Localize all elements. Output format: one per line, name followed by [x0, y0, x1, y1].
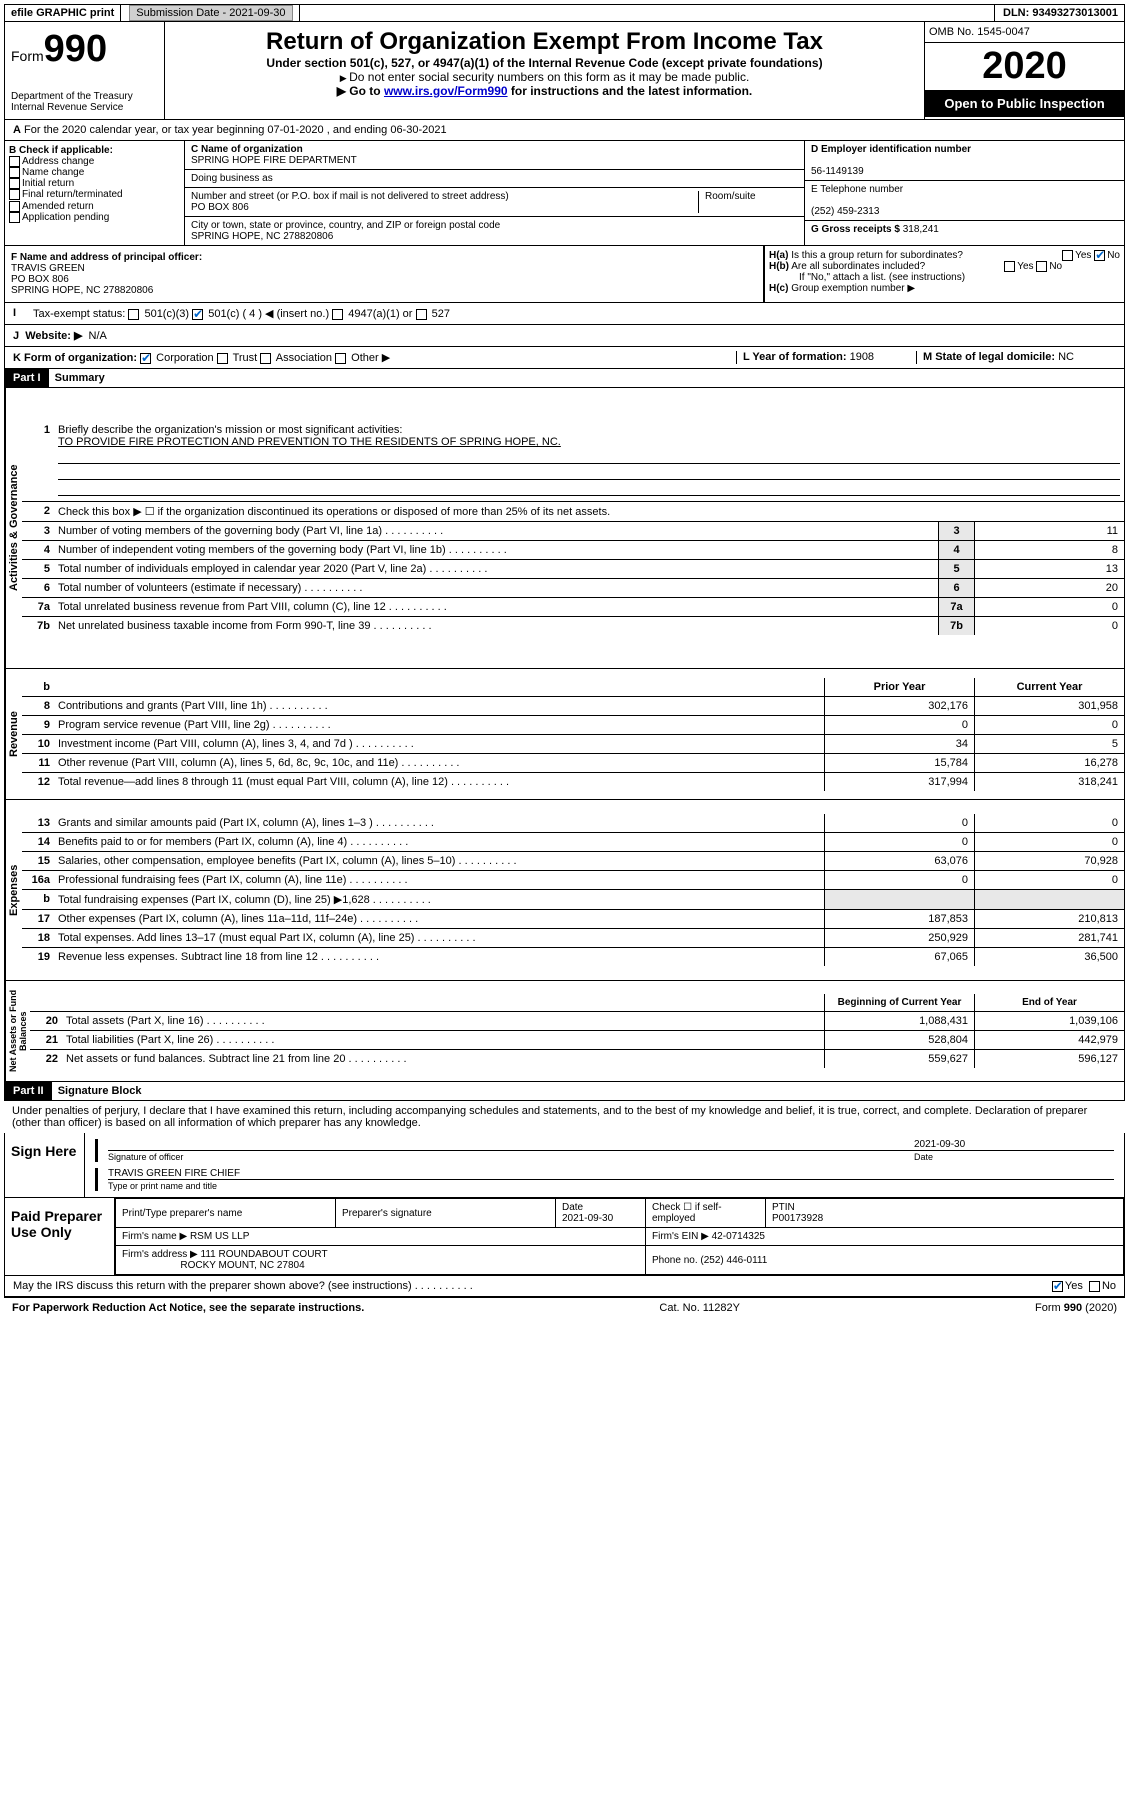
revenue-lines: b Prior Year Current Year 8 Contribution… [22, 678, 1124, 791]
line-19: 19 Revenue less expenses. Subtract line … [22, 948, 1124, 966]
form-header: Form990 Department of the Treasury Inter… [4, 22, 1125, 120]
cb-amended[interactable]: Amended return [9, 201, 180, 212]
street-row: Number and street (or P.O. box if mail i… [185, 188, 804, 217]
form-title: Return of Organization Exempt From Incom… [171, 28, 918, 56]
revenue-block: Revenue b Prior Year Current Year 8 Cont… [4, 669, 1125, 800]
expenses-block: Expenses 13 Grants and similar amounts p… [4, 800, 1125, 981]
spacer [302, 5, 995, 21]
city-row: City or town, state or province, country… [185, 217, 804, 245]
footer-left: For Paperwork Reduction Act Notice, see … [12, 1302, 364, 1314]
vert-governance: Activities & Governance [5, 388, 22, 668]
vert-expenses: Expenses [5, 800, 22, 980]
open-public-badge: Open to Public Inspection [925, 90, 1124, 117]
section-l: L Year of formation: 1908 [736, 351, 916, 364]
period-line: A For the 2020 calendar year, or tax yea… [4, 120, 1125, 141]
line-15: 15 Salaries, other compensation, employe… [22, 852, 1124, 871]
line-20: 20 Total assets (Part X, line 16) 1,088,… [30, 1012, 1124, 1031]
submission-date-button[interactable]: Submission Date - 2021-09-30 [129, 5, 292, 21]
topbar: efile GRAPHIC print Submission Date - 20… [4, 4, 1125, 22]
preparer-block: Paid Preparer Use Only Print/Type prepar… [4, 1198, 1125, 1276]
section-k: K Form of organization: Corporation Trus… [13, 351, 736, 364]
header-left: Form990 Department of the Treasury Inter… [5, 22, 165, 119]
line-18: 18 Total expenses. Add lines 13–17 (must… [22, 929, 1124, 948]
line-9: 9 Program service revenue (Part VIII, li… [22, 716, 1124, 735]
note-ssn: Do not enter social security numbers on … [171, 70, 918, 84]
line-7a: 7a Total unrelated business revenue from… [22, 598, 1124, 617]
cb-name[interactable]: Name change [9, 167, 180, 178]
org-name-row: C Name of organization SPRING HOPE FIRE … [185, 141, 804, 170]
line-11: 11 Other revenue (Part VIII, column (A),… [22, 754, 1124, 773]
governance-block: Activities & Governance 1 Briefly descri… [4, 388, 1125, 669]
instructions-link[interactable]: www.irs.gov/Form990 [384, 84, 508, 98]
line-14: 14 Benefits paid to or for members (Part… [22, 833, 1124, 852]
line-13: 13 Grants and similar amounts paid (Part… [22, 814, 1124, 833]
line-16a: 16a Professional fundraising fees (Part … [22, 871, 1124, 890]
note-link: ▶ Go to www.irs.gov/Form990 for instruct… [171, 84, 918, 98]
form-number: Form990 [11, 28, 158, 71]
page-footer: For Paperwork Reduction Act Notice, see … [4, 1297, 1125, 1318]
section-fh: F Name and address of principal officer:… [4, 246, 1125, 303]
section-h: H(a) Is this a group return for subordin… [764, 246, 1124, 302]
preparer-content: Print/Type preparer's name Preparer's si… [115, 1198, 1124, 1275]
department: Department of the Treasury Internal Reve… [11, 91, 158, 113]
section-j: J Website: ▶ N/A [4, 325, 1125, 347]
ein-row: D Employer identification number56-11491… [805, 141, 1124, 181]
line-7b: 7b Net unrelated business taxable income… [22, 617, 1124, 635]
section-i: I Tax-exempt status: 501(c)(3) 501(c) ( … [4, 303, 1125, 325]
vert-revenue: Revenue [5, 669, 22, 799]
part2-header: Part II Signature Block [4, 1082, 1125, 1101]
sign-here-content: 2021-09-30 Signature of officerDate TRAV… [85, 1133, 1124, 1197]
section-f: F Name and address of principal officer:… [5, 246, 764, 302]
line-22: 22 Net assets or fund balances. Subtract… [30, 1050, 1124, 1068]
efile-print: efile GRAPHIC print [5, 5, 121, 21]
header-right: OMB No. 1545-0047 2020 Open to Public In… [924, 22, 1124, 119]
expenses-lines: 13 Grants and similar amounts paid (Part… [22, 814, 1124, 966]
line-10: 10 Investment income (Part VIII, column … [22, 735, 1124, 754]
section-abcdeg: B Check if applicable: Address change Na… [4, 141, 1125, 246]
sign-here-label: Sign Here [5, 1133, 85, 1197]
header-mid: Return of Organization Exempt From Incom… [165, 22, 924, 119]
line-17: 17 Other expenses (Part IX, column (A), … [22, 910, 1124, 929]
preparer-table: Print/Type preparer's name Preparer's si… [115, 1198, 1124, 1275]
cb-initial[interactable]: Initial return [9, 178, 180, 189]
line-5: 5 Total number of individuals employed i… [22, 560, 1124, 579]
paid-preparer-label: Paid Preparer Use Only [5, 1198, 115, 1275]
discuss-row: May the IRS discuss this return with the… [4, 1276, 1125, 1297]
line-12: 12 Total revenue—add lines 8 through 11 … [22, 773, 1124, 791]
netassets-block: Net Assets or Fund Balances Beginning of… [4, 981, 1125, 1082]
section-b: B Check if applicable: Address change Na… [5, 141, 185, 245]
governance-lines: 1 Briefly describe the organization's mi… [22, 421, 1124, 635]
line-8: 8 Contributions and grants (Part VIII, l… [22, 697, 1124, 716]
subtitle: Under section 501(c), 527, or 4947(a)(1)… [171, 56, 918, 70]
omb-number: OMB No. 1545-0047 [925, 22, 1124, 43]
line-4: 4 Number of independent voting members o… [22, 541, 1124, 560]
dba-row: Doing business as [185, 170, 804, 188]
perjury-text: Under penalties of perjury, I declare th… [4, 1101, 1125, 1133]
part1-header: Part I Summary [4, 369, 1125, 388]
cb-final[interactable]: Final return/terminated [9, 189, 180, 200]
footer-right: Form 990 (2020) [1035, 1302, 1117, 1314]
cb-address[interactable]: Address change [9, 156, 180, 167]
dln-cell: DLN: 93493273013001 [997, 5, 1124, 21]
netassets-lines: Beginning of Current Year End of Year 20… [30, 994, 1124, 1068]
line-b: b Total fundraising expenses (Part IX, c… [22, 890, 1124, 910]
receipts-row: G Gross receipts $ 318,241 [805, 221, 1124, 238]
line-3: 3 Number of voting members of the govern… [22, 522, 1124, 541]
line-6: 6 Total number of volunteers (estimate i… [22, 579, 1124, 598]
cb-pending[interactable]: Application pending [9, 212, 180, 223]
form-990-page: efile GRAPHIC print Submission Date - 20… [0, 0, 1129, 1322]
phone-row: E Telephone number(252) 459-2313 [805, 181, 1124, 221]
submission-cell: Submission Date - 2021-09-30 [123, 5, 299, 21]
section-m: M State of legal domicile: NC [916, 351, 1116, 364]
section-c: C Name of organization SPRING HOPE FIRE … [185, 141, 804, 245]
vert-netassets: Net Assets or Fund Balances [5, 981, 30, 1081]
tax-year: 2020 [925, 43, 1124, 90]
section-klm: K Form of organization: Corporation Trus… [4, 347, 1125, 369]
section-deg: D Employer identification number56-11491… [804, 141, 1124, 245]
line-21: 21 Total liabilities (Part X, line 26) 5… [30, 1031, 1124, 1050]
footer-mid: Cat. No. 11282Y [659, 1302, 740, 1314]
signature-block: Sign Here 2021-09-30 Signature of office… [4, 1133, 1125, 1198]
